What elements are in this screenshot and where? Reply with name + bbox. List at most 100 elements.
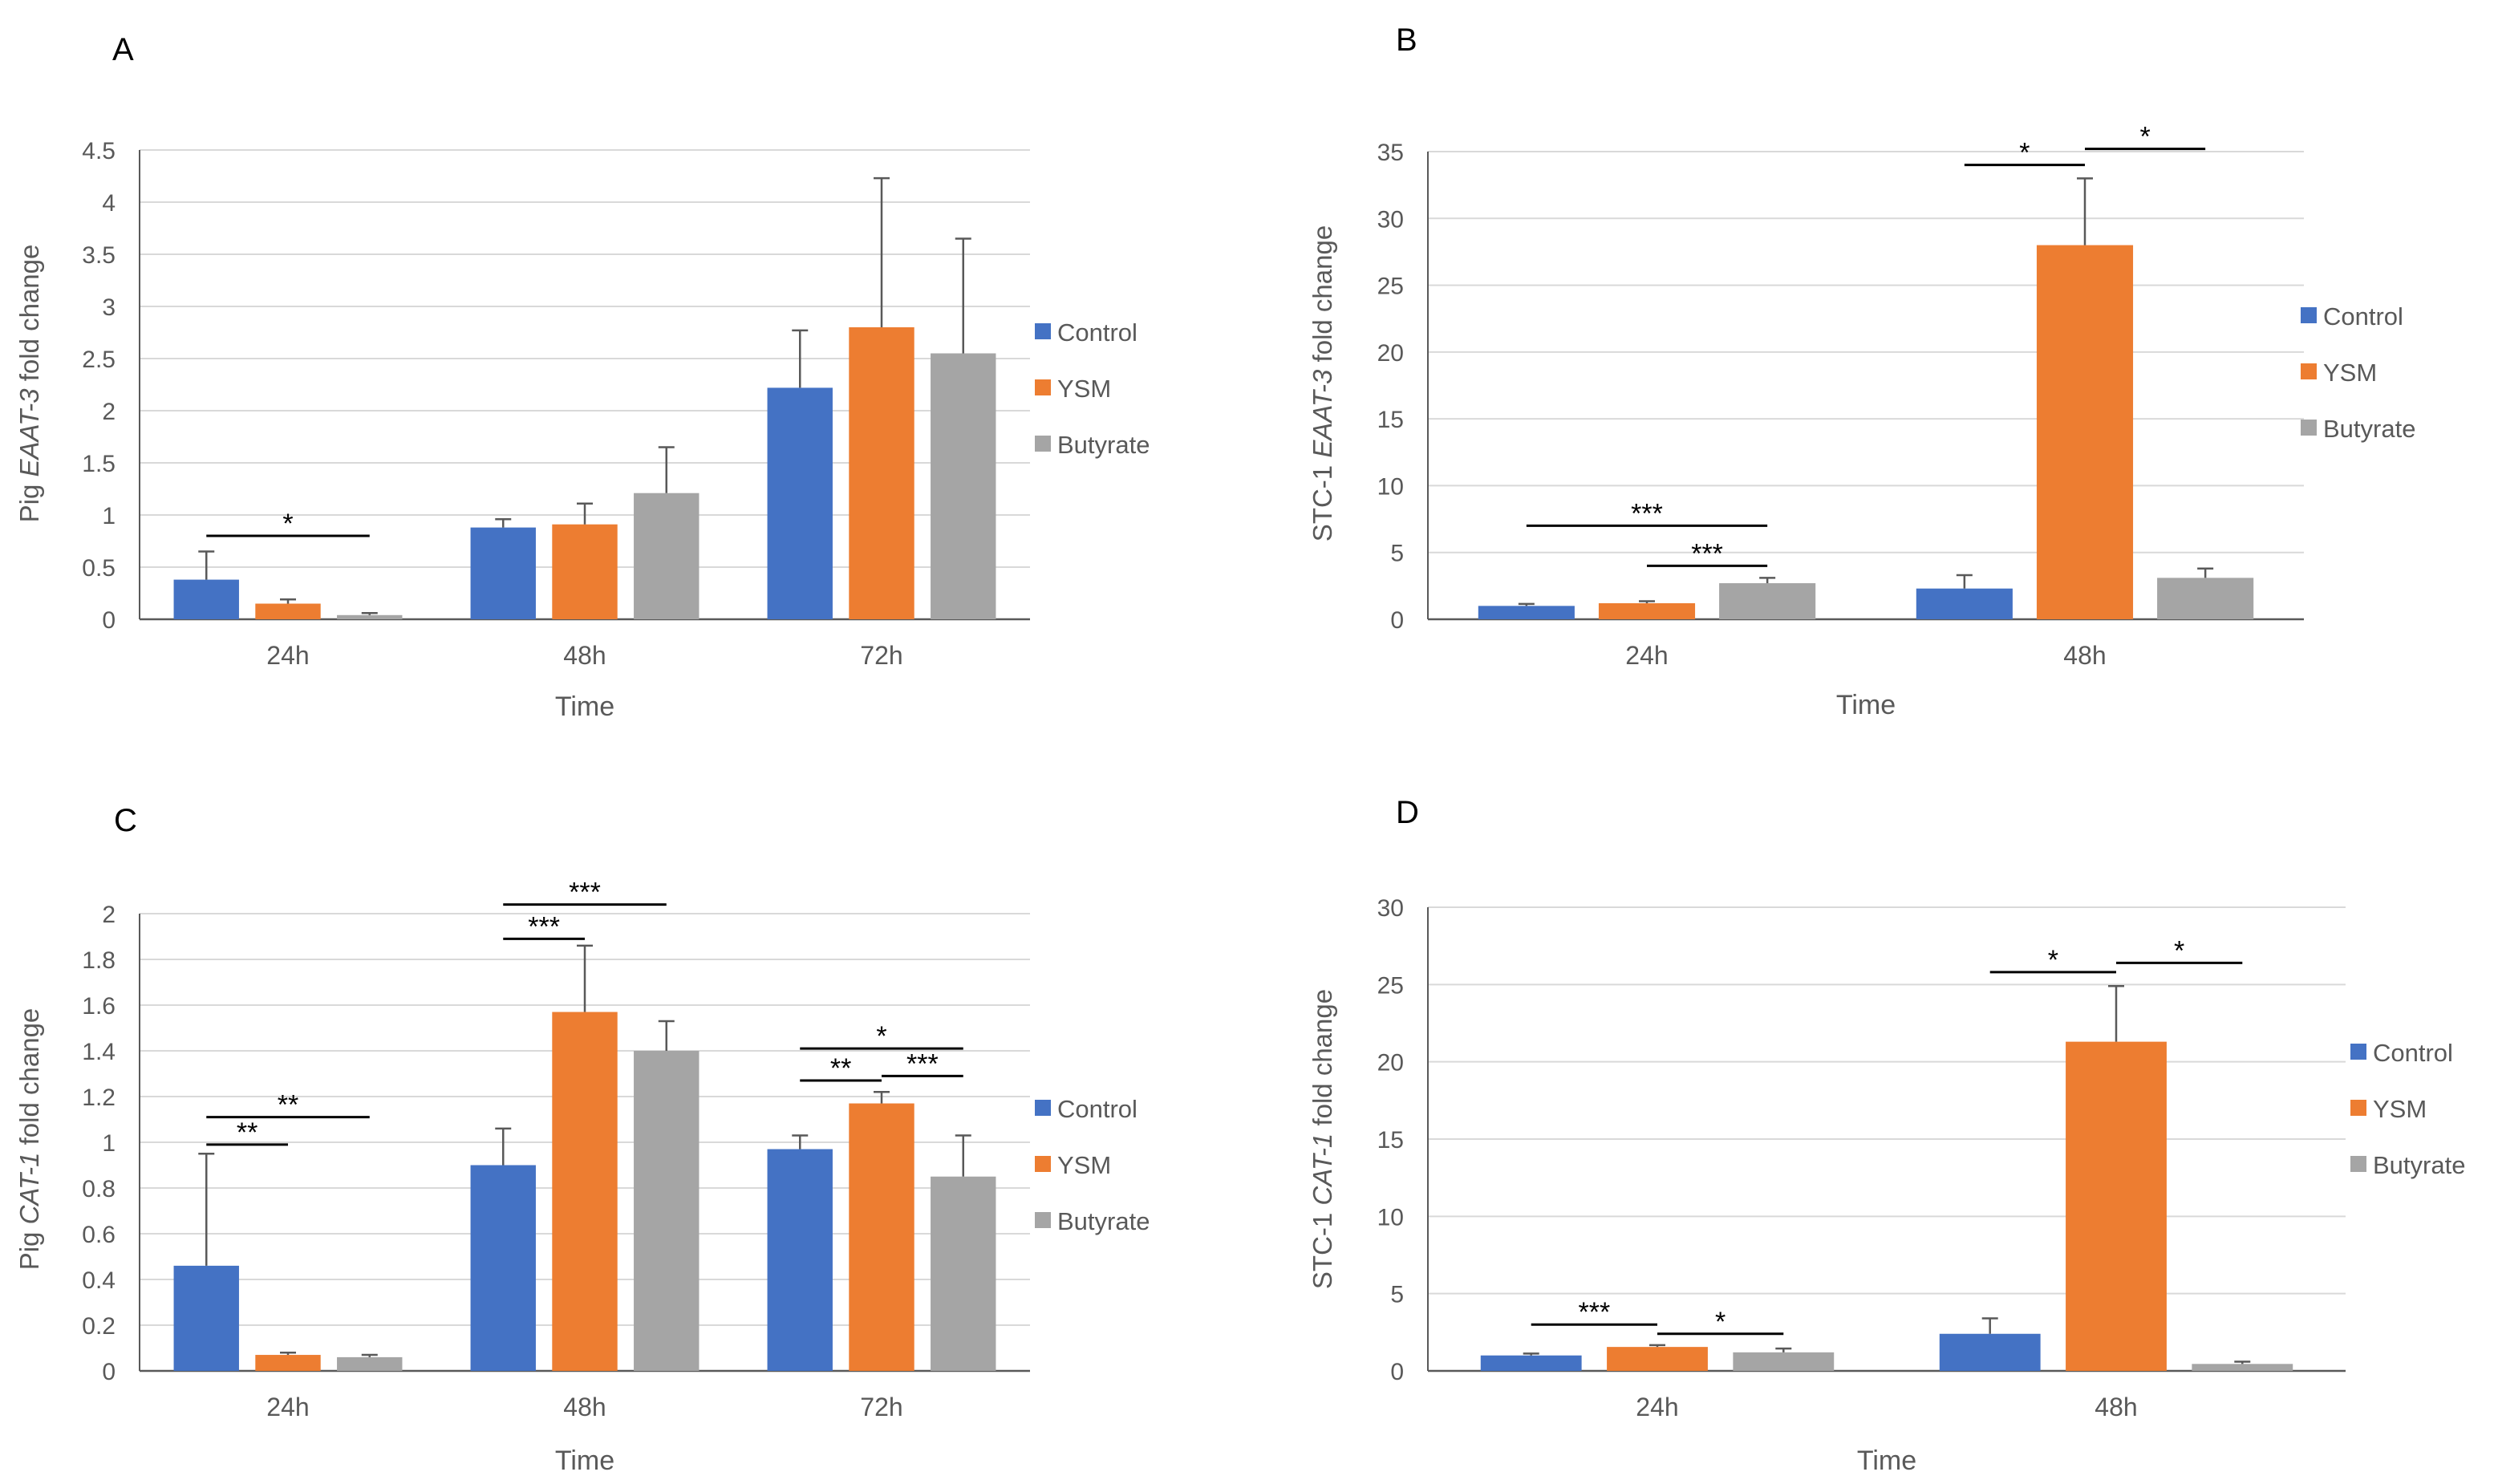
- y-tick-label: 20: [1377, 340, 1404, 367]
- y-tick-label: 4.5: [82, 138, 116, 164]
- chart-panel-c: C00.20.40.60.811.21.41.61.82************…: [14, 803, 1150, 1476]
- legend-label-butyrate: Butyrate: [2373, 1151, 2465, 1179]
- bar-ysm-24h: [1607, 1347, 1708, 1371]
- y-tick-label: 1: [102, 503, 116, 529]
- bar-control-24h: [1480, 1355, 1582, 1371]
- y-tick-label: 15: [1377, 407, 1404, 433]
- significance-label: *: [282, 509, 293, 539]
- legend-swatch-butyrate: [1035, 436, 1051, 452]
- x-axis-title: Time: [1857, 1445, 1916, 1476]
- bar-ysm-48h: [2066, 1041, 2167, 1371]
- legend-swatch-butyrate: [1035, 1212, 1051, 1228]
- legend-swatch-control: [1035, 1100, 1051, 1116]
- legend-swatch-butyrate: [2301, 420, 2317, 436]
- y-tick-label: 10: [1377, 1204, 1404, 1231]
- y-tick-label: 30: [1377, 895, 1404, 922]
- y-tick-label: 0: [102, 607, 116, 634]
- x-tick-label: 72h: [860, 1393, 902, 1421]
- y-tick-label: 1.2: [82, 1085, 116, 1111]
- y-tick-label: 0: [1390, 607, 1404, 634]
- x-tick-label: 24h: [266, 1393, 309, 1421]
- y-tick-label: 3: [102, 294, 116, 321]
- y-tick-label: 1.6: [82, 993, 116, 1020]
- legend-swatch-ysm: [2301, 363, 2317, 379]
- y-tick-label: 0: [102, 1359, 116, 1385]
- bar-control-48h: [470, 527, 536, 619]
- bar-butyrate-24h: [337, 1356, 403, 1371]
- legend-label-butyrate: Butyrate: [1057, 431, 1150, 459]
- x-tick-label: 24h: [1625, 641, 1668, 670]
- y-tick-label: 0.4: [82, 1267, 116, 1294]
- bar-butyrate-48h: [634, 493, 700, 619]
- legend-swatch-control: [2301, 307, 2317, 323]
- legend-label-ysm: YSM: [2373, 1095, 2427, 1123]
- bar-ysm-72h: [849, 1103, 914, 1371]
- significance-label: ***: [1578, 1297, 1610, 1328]
- y-tick-label: 2.5: [82, 347, 116, 373]
- y-axis-title: Pig EAAT-3 fold change: [14, 245, 44, 523]
- bar-ysm-72h: [849, 327, 914, 619]
- y-axis-title: STC-1 CAT-1 fold change: [1308, 989, 1337, 1289]
- y-tick-label: 0.5: [82, 555, 116, 582]
- panel-label: A: [112, 32, 134, 67]
- y-axis-title: STC-1 EAAT-3 fold change: [1308, 225, 1337, 541]
- panel-label: B: [1396, 22, 1417, 58]
- x-tick-label: 72h: [860, 641, 902, 670]
- bar-control-48h: [1939, 1333, 2041, 1371]
- significance-label: **: [830, 1053, 851, 1084]
- legend-swatch-ysm: [1035, 379, 1051, 395]
- legend-label-control: Control: [1057, 1095, 1138, 1123]
- legend-label-control: Control: [2323, 302, 2403, 330]
- legend-swatch-control: [2350, 1044, 2366, 1060]
- y-tick-label: 15: [1377, 1127, 1404, 1154]
- y-tick-label: 2: [102, 399, 116, 425]
- legend-swatch-control: [1035, 323, 1051, 339]
- significance-label: ***: [1631, 498, 1663, 529]
- significance-label: **: [278, 1090, 298, 1121]
- y-tick-label: 1: [102, 1130, 116, 1157]
- bar-control-24h: [1478, 606, 1575, 619]
- x-tick-label: 48h: [563, 641, 606, 670]
- x-tick-label: 48h: [2095, 1393, 2137, 1421]
- legend-label-control: Control: [1057, 318, 1138, 347]
- legend-label-ysm: YSM: [2323, 359, 2377, 387]
- x-tick-label: 24h: [266, 641, 309, 670]
- significance-label: *: [876, 1021, 886, 1052]
- y-tick-label: 0: [1390, 1359, 1404, 1385]
- bar-control-72h: [767, 387, 833, 619]
- chart-panel-a: A 0 0.5 1 1.5 2 2.5 3 3.5 4 4.5 * 24h 48h 72h Time Pig E…: [14, 32, 1150, 722]
- bar-ysm-24h: [255, 603, 321, 619]
- y-tick-label: 35: [1377, 140, 1404, 166]
- x-tick-label: 48h: [563, 1393, 606, 1421]
- bar-control-48h: [1916, 588, 2013, 619]
- bar-control-72h: [767, 1149, 833, 1371]
- y-tick-label: 20: [1377, 1050, 1404, 1077]
- y-tick-label: 0.2: [82, 1313, 116, 1340]
- x-tick-label: 48h: [2063, 641, 2106, 670]
- legend-swatch-butyrate: [2350, 1156, 2366, 1172]
- y-axis-title: Pig CAT-1 fold change: [14, 1008, 44, 1271]
- bar-control-24h: [173, 579, 239, 619]
- significance-label: *: [2048, 945, 2058, 975]
- y-tick-label: 5: [1390, 1282, 1404, 1308]
- legend-label-ysm: YSM: [1057, 375, 1111, 403]
- bar-butyrate-24h: [1719, 583, 1816, 619]
- y-tick-label: 5: [1390, 541, 1404, 567]
- y-tick-label: 2: [102, 902, 116, 928]
- y-tick-label: 25: [1377, 274, 1404, 300]
- bar-butyrate-72h: [931, 1176, 996, 1371]
- bar-butyrate-48h: [2157, 578, 2254, 619]
- bar-butyrate-48h: [2192, 1364, 2293, 1371]
- x-tick-label: 24h: [1636, 1393, 1678, 1421]
- panel-label: C: [114, 803, 137, 838]
- significance-label: *: [2019, 138, 2030, 168]
- legend-swatch-ysm: [1035, 1156, 1051, 1172]
- y-tick-label: 25: [1377, 972, 1404, 999]
- significance-label: ***: [528, 911, 560, 942]
- y-tick-label: 1.5: [82, 451, 116, 477]
- significance-label: ***: [1691, 538, 1723, 569]
- x-axis-title: Time: [555, 691, 614, 722]
